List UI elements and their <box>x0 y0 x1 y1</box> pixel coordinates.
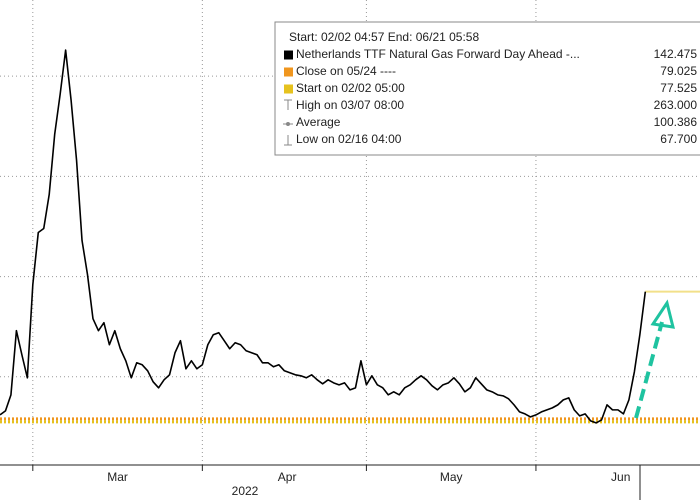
legend-value: 67.700 <box>660 132 697 146</box>
x-tick-label: Mar <box>107 470 128 484</box>
legend-label: Netherlands TTF Natural Gas Forward Day … <box>296 47 580 61</box>
legend-value: 100.386 <box>654 115 698 129</box>
legend-label: High on 03/07 08:00 <box>296 98 404 112</box>
glyph <box>286 122 290 126</box>
legend-glyph-low <box>284 135 292 146</box>
legend-swatch <box>284 50 293 60</box>
annotation-arrow <box>634 299 676 419</box>
legend-header: Start: 02/02 04:57 End: 06/21 05:58 <box>289 30 479 44</box>
arrow-head <box>650 299 676 329</box>
legend-value: 263.000 <box>654 98 698 112</box>
marks <box>0 49 700 424</box>
legend-glyph-average <box>283 122 293 126</box>
series-line <box>0 49 647 424</box>
x-axis-label: 2022 <box>232 484 259 498</box>
legend: Start: 02/02 04:57 End: 06/21 05:58 Neth… <box>274 21 700 156</box>
x-tick-label: Apr <box>278 470 297 484</box>
x-tick-label: May <box>440 470 463 484</box>
legend-label: Start on 02/02 05:00 <box>296 81 405 95</box>
arrow-shaft <box>634 321 664 419</box>
legend-value: 79.025 <box>660 64 697 78</box>
legend-label: Average <box>296 115 341 129</box>
legend-swatch <box>284 84 293 94</box>
legend-glyph-high <box>284 99 292 110</box>
legend-value: 142.475 <box>654 47 698 61</box>
legend-label: Low on 02/16 04:00 <box>296 132 402 146</box>
x-tick-label: Jun <box>611 470 630 484</box>
legend-value: 77.525 <box>660 81 697 95</box>
grid: Mar Apr May Jun <box>0 0 700 484</box>
legend-label: Close on 05/24 ---- <box>296 64 396 78</box>
legend-box <box>274 21 700 156</box>
legend-swatch <box>284 67 293 77</box>
